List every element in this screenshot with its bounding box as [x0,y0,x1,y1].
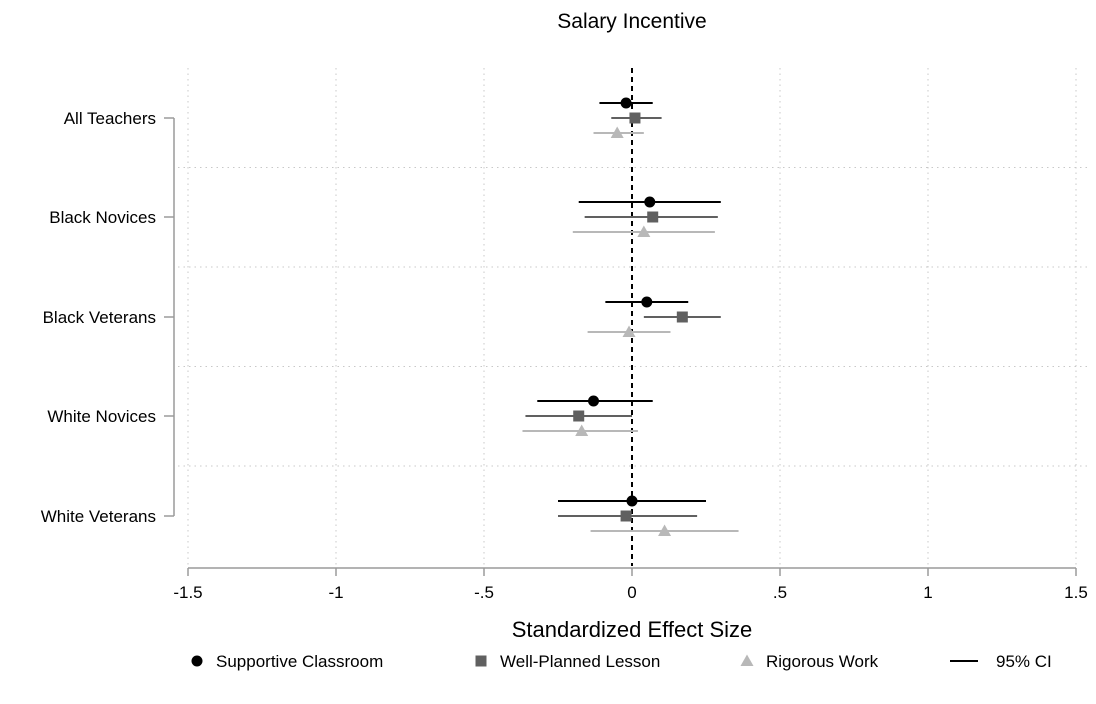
legend-label: Supportive Classroom [216,652,383,671]
x-tick-label: 1.5 [1064,583,1088,602]
x-tick-label: 0 [627,583,636,602]
point-estimate-circle [627,496,638,507]
point-estimate-circle [621,98,632,109]
point-estimate-square [573,411,584,422]
legend-item: Supportive Classroom [192,652,384,671]
legend-label: 95% CI [996,652,1052,671]
legend-marker-square [476,656,487,667]
group-label: All Teachers [64,109,156,128]
point-estimate-circle [641,297,652,308]
legend-label: Well-Planned Lesson [500,652,660,671]
legend-marker-circle [192,656,203,667]
axes: -1.5 -1 -.5 0 .5 1 1.5 All Teachers Black Novice… [41,109,1088,602]
x-tick-label: -.5 [474,583,494,602]
point-estimate-square [629,113,640,124]
x-tick-label: -1.5 [173,583,202,602]
point-estimate-circle [644,197,655,208]
point-estimate-square [621,511,632,522]
point-estimate-square [677,312,688,323]
group-label: White Novices [47,407,156,426]
legend-marker-triangle [741,655,754,667]
grid [178,68,1090,566]
x-tick-label: .5 [773,583,787,602]
point-estimate-square [647,212,658,223]
data-marks [522,68,738,566]
group-label: White Veterans [41,507,156,526]
x-axis-label: Standardized Effect Size [512,617,753,642]
x-tick-label: 1 [923,583,932,602]
legend-item: Rigorous Work [741,652,879,671]
group-label: Black Novices [49,208,156,227]
point-estimate-circle [588,396,599,407]
legend-label: Rigorous Work [766,652,879,671]
legend-item: Well-Planned Lesson [476,652,661,671]
legend-item: 95% CI [950,652,1052,671]
group-label: Black Veterans [43,308,156,327]
legend: Supportive Classroom Well-Planned Lesson R… [192,652,1052,671]
x-tick-label: -1 [328,583,343,602]
chart-title: Salary Incentive [557,10,706,33]
